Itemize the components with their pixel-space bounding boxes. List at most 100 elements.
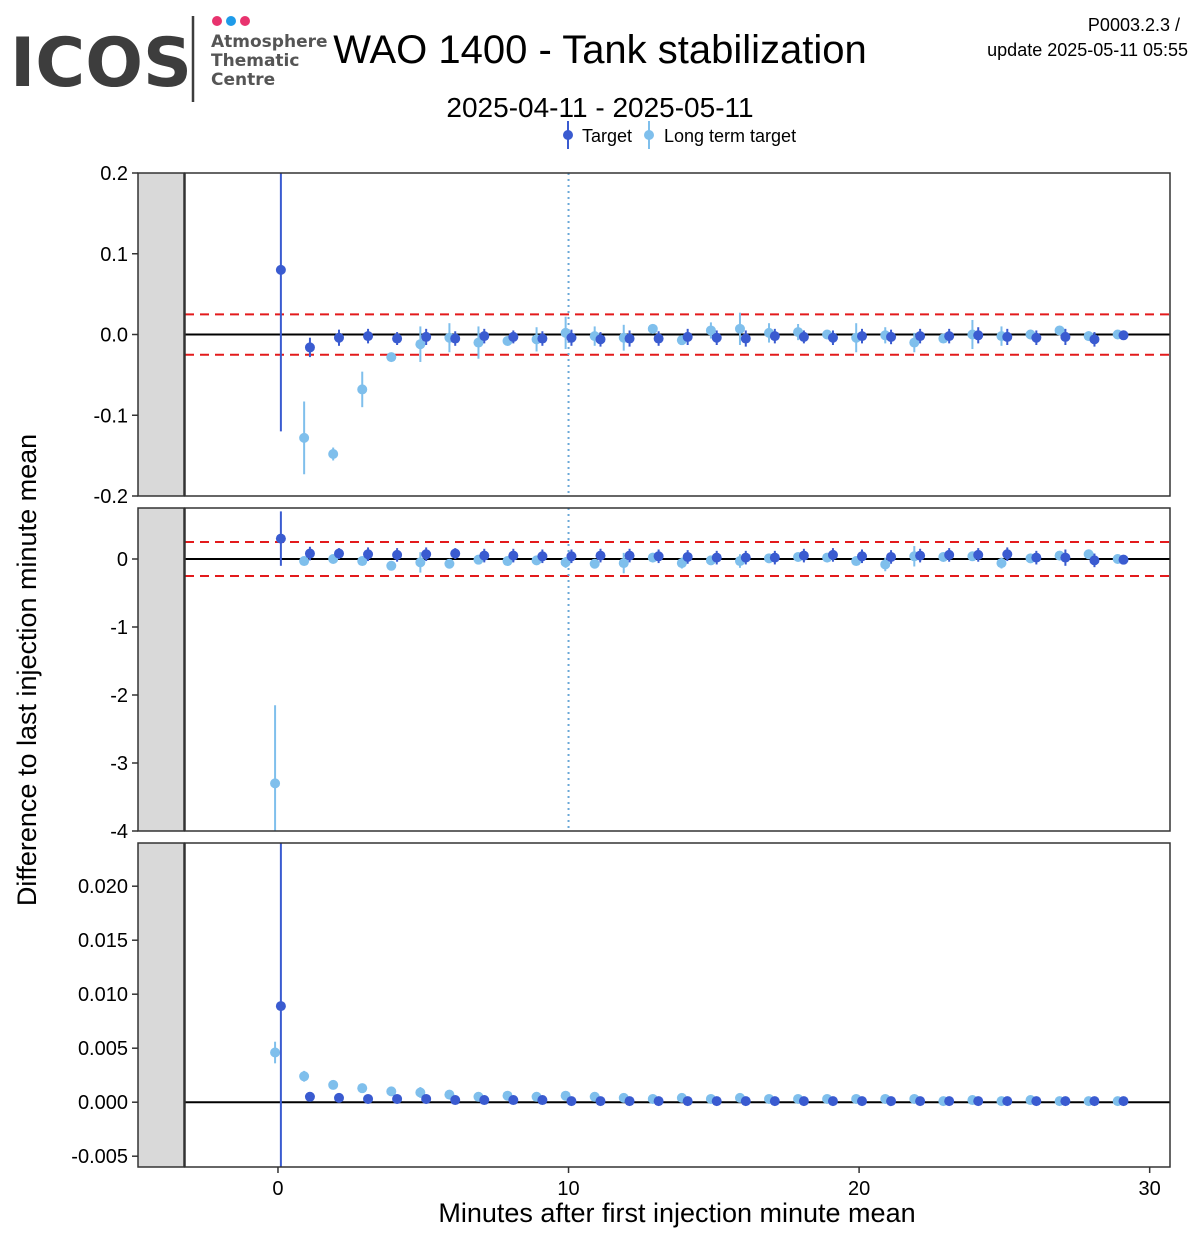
legend-target-label: Target <box>582 126 632 146</box>
y-tick-label: 0.000 <box>78 1092 128 1114</box>
target-point <box>479 550 490 561</box>
target-point <box>275 1001 286 1012</box>
y-tick-label: -0.1 <box>94 405 128 427</box>
target-point <box>915 331 926 342</box>
icos-logo: ICOS Atmosphere Thematic Centre <box>10 16 328 103</box>
y-tick-label: -1 <box>110 617 128 639</box>
chart-title: WAO 1400 - Tank stabilization <box>333 28 867 72</box>
target-point <box>827 1096 838 1107</box>
target-point <box>1118 330 1129 341</box>
target-point <box>333 548 344 559</box>
panel-frame-co2 <box>184 172 1171 497</box>
target-point <box>537 333 548 344</box>
target-point <box>740 552 751 563</box>
target-point <box>827 332 838 343</box>
long_term_target-point <box>299 1071 310 1082</box>
target-point <box>682 331 693 342</box>
target-point <box>566 551 577 562</box>
y-tick-label: -2 <box>110 685 128 707</box>
target-point <box>711 552 722 563</box>
target-point <box>1031 332 1042 343</box>
panel-frame-ch4 <box>184 507 1171 832</box>
long_term_target-point <box>909 337 920 348</box>
target-point <box>450 1095 461 1106</box>
target-point <box>857 1096 868 1107</box>
long_term_target-point <box>270 1047 281 1058</box>
x-tick-label: 10 <box>557 1178 579 1200</box>
target-point <box>1060 331 1071 342</box>
x-tick-label: 0 <box>272 1178 283 1200</box>
logo-dot-icon <box>212 16 222 26</box>
target-point <box>915 1096 926 1107</box>
target-point <box>798 1096 809 1107</box>
target-point <box>421 549 432 560</box>
logo-sub-line: Thematic <box>211 51 299 71</box>
target-point <box>740 1096 751 1107</box>
target-point <box>798 550 809 561</box>
logo-sub-line: Atmosphere <box>211 32 328 52</box>
target-point <box>595 1096 606 1107</box>
logo-dot-icon <box>226 16 236 26</box>
target-point <box>363 549 374 560</box>
target-point <box>973 549 984 560</box>
legend-long-term-target-marker-icon <box>644 130 654 140</box>
target-point <box>624 1096 635 1107</box>
target-point <box>624 550 635 561</box>
y-tick-label: -3 <box>110 753 128 775</box>
x-tick-label: 30 <box>1139 1178 1161 1200</box>
target-point <box>944 331 955 342</box>
target-point <box>275 264 286 275</box>
target-point <box>915 550 926 561</box>
target-point <box>304 342 315 353</box>
target-point <box>450 333 461 344</box>
target-point <box>769 1096 780 1107</box>
target-point <box>363 1093 374 1104</box>
long_term_target-point <box>618 558 629 569</box>
long_term_target-point <box>473 337 484 348</box>
target-point <box>886 1096 897 1107</box>
target-point <box>1089 1096 1100 1107</box>
target-point <box>857 551 868 562</box>
target-point <box>1118 554 1129 565</box>
long_term_target-point <box>328 1079 339 1090</box>
long_term_target-point <box>386 352 397 363</box>
target-point <box>682 1096 693 1107</box>
target-point <box>392 549 403 560</box>
target-point <box>886 331 897 342</box>
strip-ch4 <box>137 507 185 832</box>
chart-subtitle: 2025-04-11 - 2025-05-11 <box>446 92 753 123</box>
target-point <box>740 333 751 344</box>
long_term_target-point <box>996 558 1007 569</box>
target-point <box>479 1095 490 1106</box>
target-point <box>595 334 606 345</box>
target-point <box>392 333 403 344</box>
long_term_target-point <box>647 323 658 334</box>
update-stamp: update 2025-05-11 05:55 <box>987 40 1188 60</box>
long_term_target-point <box>357 384 368 395</box>
target-point <box>537 1095 548 1106</box>
product-code: P0003.2.3 / <box>1088 15 1180 35</box>
target-point <box>421 331 432 342</box>
target-point <box>508 331 519 342</box>
target-point <box>711 1096 722 1107</box>
y-tick-label: 0.005 <box>78 1038 128 1060</box>
target-point <box>595 550 606 561</box>
target-point <box>450 548 461 559</box>
y-tick-label: 0.020 <box>78 876 128 898</box>
target-point <box>857 331 868 342</box>
y-tick-label: 0.015 <box>78 930 128 952</box>
target-point <box>798 331 809 342</box>
target-point <box>537 551 548 562</box>
target-point <box>1089 555 1100 566</box>
long_term_target-point <box>415 339 426 350</box>
target-point <box>508 550 519 561</box>
long_term_target-point <box>1054 325 1065 336</box>
long_term_target-point <box>880 559 891 570</box>
target-point <box>333 332 344 343</box>
target-point <box>624 333 635 344</box>
long_term_target-point <box>734 323 745 334</box>
long_term_target-point <box>357 556 368 567</box>
y-axis-title: Difference to last injection minute mean <box>12 434 42 906</box>
target-point <box>1031 552 1042 563</box>
